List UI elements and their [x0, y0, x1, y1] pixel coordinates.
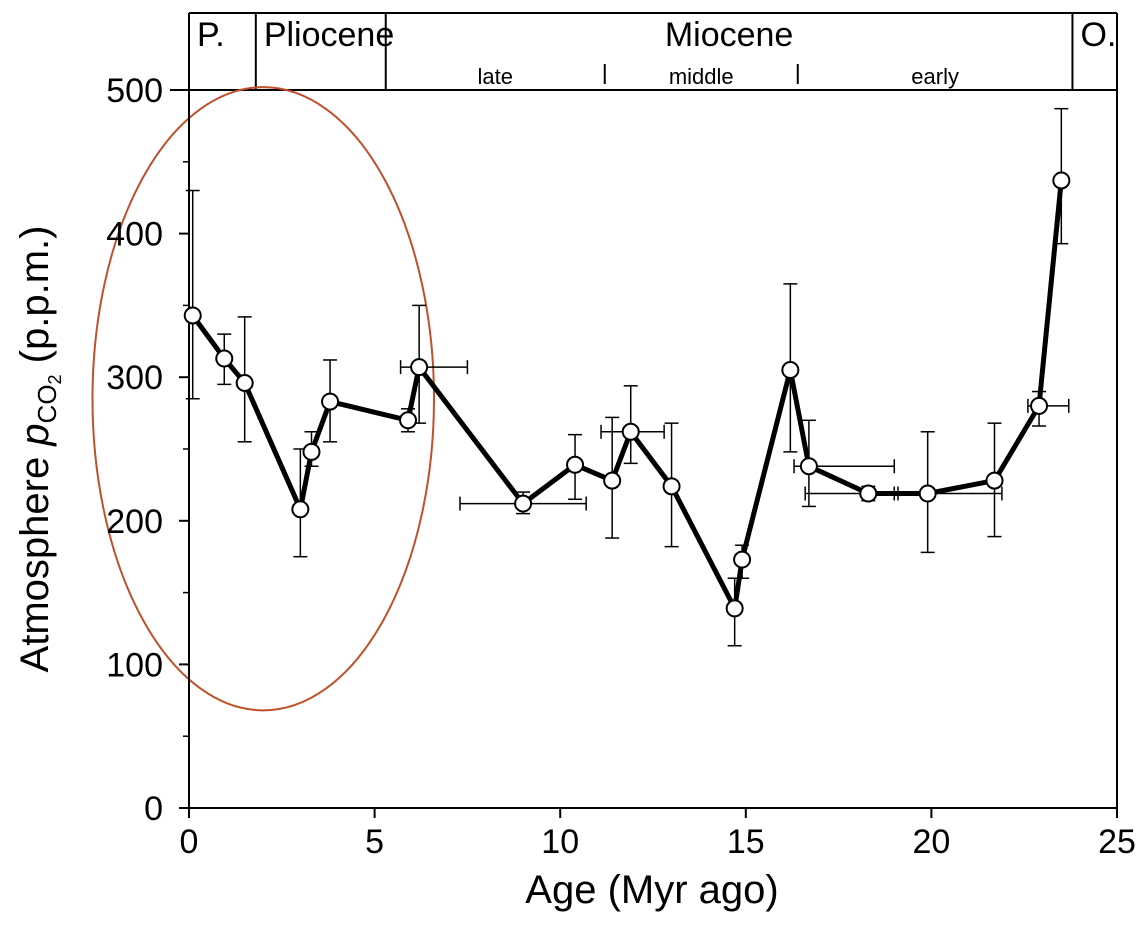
data-point — [302, 442, 321, 461]
data-point — [514, 494, 533, 513]
data-point — [621, 422, 640, 441]
data-point — [399, 411, 418, 430]
data-point — [733, 550, 752, 569]
x-tick-label: 5 — [365, 823, 384, 861]
data-point — [918, 484, 937, 503]
data-point — [985, 471, 1004, 490]
y-axis-title-p: p — [13, 423, 57, 446]
x-tick-label: 20 — [912, 823, 950, 861]
error-bars — [185, 107, 1070, 647]
subdivision-label: early — [911, 64, 959, 89]
data-point — [1052, 171, 1071, 190]
data-point — [799, 457, 818, 476]
y-axis-title-main: Atmosphere — [13, 446, 57, 673]
data-point — [410, 358, 429, 377]
data-point — [603, 471, 622, 490]
data-point — [662, 477, 681, 496]
data-point — [781, 361, 800, 380]
data-point — [859, 484, 878, 503]
y-axis-title-subsub: 2 — [45, 374, 65, 384]
y-axis-title: Atmosphere pCO2 (p.p.m.) — [13, 226, 65, 673]
data-point — [235, 373, 254, 392]
data-point — [215, 349, 234, 368]
data-point — [1030, 396, 1049, 415]
series-line — [190, 180, 1064, 611]
y-tick-label: 200 — [106, 503, 163, 541]
x-tick-label: 25 — [1098, 823, 1136, 861]
subdivision-label: late — [477, 64, 512, 89]
x-tick-label: 10 — [541, 823, 579, 861]
highlight-ellipse — [91, 86, 435, 712]
y-axis-title-unit: (p.p.m.) — [13, 226, 57, 375]
annotation-layer — [91, 86, 435, 712]
subdivision-label: middle — [669, 64, 734, 89]
y-tick-label: 400 — [106, 216, 163, 254]
data-point — [725, 599, 744, 618]
y-tick-label: 500 — [106, 72, 163, 110]
epoch-label: Pliocene — [264, 16, 394, 54]
data-point — [183, 306, 202, 325]
axes: 0 100 200 300 400 500 0 5 10 15 20 25 — [106, 13, 1136, 861]
y-tick-label: 0 — [144, 790, 163, 828]
epoch-band: P. Pliocene Miocene O. late middle early — [170, 12, 1117, 91]
y-tick-label: 100 — [106, 646, 163, 684]
epoch-label: P. — [197, 16, 225, 54]
data-point — [321, 392, 340, 411]
data-point — [291, 500, 310, 519]
y-tick-label: 300 — [106, 359, 163, 397]
epoch-label: O. — [1080, 16, 1116, 54]
x-axis-title: Age (Myr ago) — [525, 868, 778, 912]
x-tick-label: 15 — [727, 823, 765, 861]
x-tick-label: 0 — [180, 823, 199, 861]
epoch-label: Miocene — [665, 16, 794, 54]
data-point — [566, 455, 585, 474]
line-layer — [190, 180, 1064, 611]
data-points — [183, 171, 1071, 618]
y-axis-title-sub: CO — [32, 384, 62, 423]
